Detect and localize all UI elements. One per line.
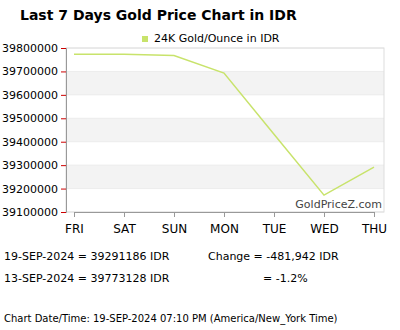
grid-band (66, 118, 384, 141)
y-tick: 39500000 (2, 112, 66, 125)
y-tick-mark (61, 189, 66, 190)
annotation: = -1.2% (263, 272, 308, 285)
x-tick-mark (74, 212, 75, 217)
plot-area (74, 54, 374, 195)
grid-line (66, 71, 384, 72)
x-tick-label: THU (361, 222, 387, 236)
legend: 24K Gold/Ounce in IDR (142, 32, 280, 45)
y-tick-label: 39200000 (2, 183, 58, 196)
grid-line (66, 165, 384, 166)
grid-line (66, 141, 384, 142)
y-tick-label: 39700000 (2, 65, 58, 78)
grid-line (66, 118, 384, 119)
grid-band (66, 165, 384, 188)
chart-container: Last 7 Days Gold Price Chart in IDR 39100… (0, 0, 400, 330)
annotation: GoldPriceZ.com (295, 198, 382, 211)
y-tick-mark (61, 212, 66, 213)
x-tick: FRI (65, 212, 84, 236)
annotation: Chart Date/Time: 19-SEP-2024 07:10 PM (A… (4, 313, 338, 325)
x-tick-label: SAT (113, 222, 136, 236)
y-tick-label: 39800000 (2, 42, 58, 55)
y-tick-mark (61, 95, 66, 96)
y-tick-label: 39400000 (2, 136, 58, 149)
y-tick: 39200000 (2, 183, 66, 196)
y-tick: 39400000 (2, 136, 66, 149)
y-axis: 39100000 39200000 39300000 39400000 39500000… (2, 42, 67, 219)
y-tick: 39300000 (2, 159, 66, 172)
x-axis: FRI SAT SUN MON TUE WED THU (65, 212, 387, 236)
legend-label: 24K Gold/Ounce in IDR (154, 32, 280, 45)
x-tick-mark (274, 212, 275, 217)
plot-frame (66, 48, 384, 212)
y-tick-label: 39600000 (2, 89, 58, 102)
x-tick-mark (174, 212, 175, 217)
y-tick-mark (61, 118, 66, 119)
x-tick: THU (361, 212, 387, 236)
grid-line (66, 94, 384, 95)
y-tick: 39700000 (2, 65, 66, 78)
x-tick: SAT (113, 212, 136, 236)
y-tick: 39600000 (2, 89, 66, 102)
y-tick-mark (61, 71, 66, 72)
x-tick: WED (310, 212, 339, 236)
annotation: Change = -481,942 IDR (208, 250, 339, 263)
chart-title: Last 7 Days Gold Price Chart in IDR (20, 7, 297, 23)
annotation: 19-SEP-2024 = 39291186 IDR (4, 250, 170, 263)
x-tick-label: SUN (162, 222, 187, 236)
x-tick: SUN (162, 212, 187, 236)
y-tick-label: 39100000 (2, 206, 58, 219)
y-tick-label: 39500000 (2, 112, 58, 125)
series-line (74, 54, 374, 195)
x-tick-label: WED (310, 222, 339, 236)
x-tick-mark (124, 212, 125, 217)
annotation: 13-SEP-2024 = 39773128 IDR (4, 272, 170, 285)
x-tick-mark (324, 212, 325, 217)
x-tick-mark (224, 212, 225, 217)
y-tick-mark (61, 142, 66, 143)
grid (66, 48, 384, 212)
y-tick-mark (61, 165, 66, 166)
x-tick-label: MON (210, 222, 239, 236)
x-axis-line (75, 213, 375, 218)
x-tick-mark (374, 212, 375, 217)
y-tick: 39100000 (2, 206, 66, 219)
x-tick-label: FRI (65, 222, 84, 236)
chart-svg: Last 7 Days Gold Price Chart in IDR 39100… (0, 0, 400, 330)
y-tick: 39800000 (2, 42, 66, 55)
y-tick-mark (61, 48, 66, 49)
x-tick: MON (210, 212, 239, 236)
y-tick-label: 39300000 (2, 159, 58, 172)
x-tick-label: TUE (262, 222, 287, 236)
y-axis-line (61, 49, 67, 213)
legend-swatch (142, 36, 148, 42)
x-tick: TUE (262, 212, 287, 236)
